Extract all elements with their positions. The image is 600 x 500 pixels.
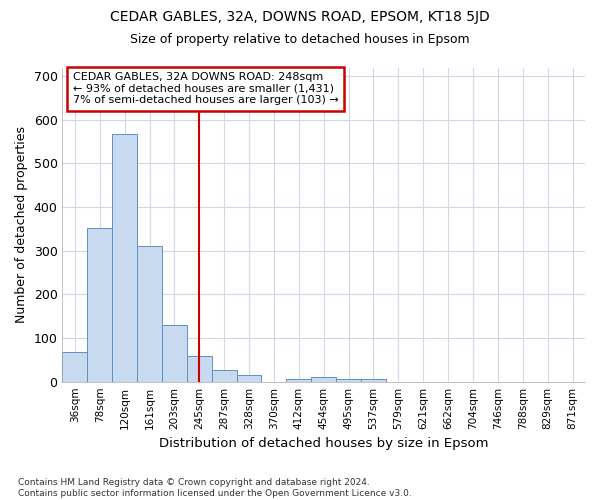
Bar [162,325,187,382]
Bar [236,375,262,382]
Bar [336,378,361,382]
Bar [212,370,236,382]
Bar [112,134,137,382]
Text: CEDAR GABLES, 32A DOWNS ROAD: 248sqm
← 93% of detached houses are smaller (1,431: CEDAR GABLES, 32A DOWNS ROAD: 248sqm ← 9… [73,72,338,106]
Text: Size of property relative to detached houses in Epsom: Size of property relative to detached ho… [130,32,470,46]
Text: CEDAR GABLES, 32A, DOWNS ROAD, EPSOM, KT18 5JD: CEDAR GABLES, 32A, DOWNS ROAD, EPSOM, KT… [110,10,490,24]
Bar [62,352,88,382]
Bar [187,356,212,382]
Y-axis label: Number of detached properties: Number of detached properties [15,126,28,323]
X-axis label: Distribution of detached houses by size in Epsom: Distribution of detached houses by size … [159,437,488,450]
Bar [311,378,336,382]
Text: Contains HM Land Registry data © Crown copyright and database right 2024.
Contai: Contains HM Land Registry data © Crown c… [18,478,412,498]
Bar [361,380,386,382]
Bar [88,228,112,382]
Bar [137,246,162,382]
Bar [286,378,311,382]
